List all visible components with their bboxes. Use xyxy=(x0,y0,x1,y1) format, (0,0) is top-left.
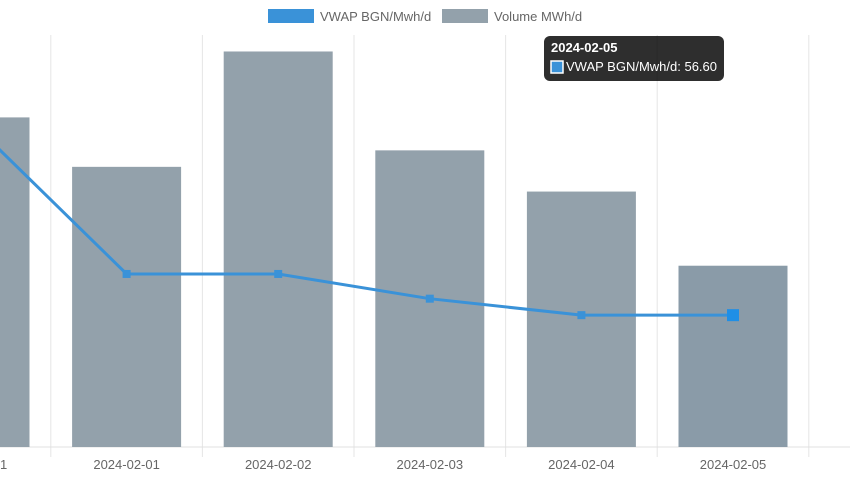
vwap-line-path xyxy=(0,148,733,317)
x-tick-label: 1 xyxy=(0,457,7,472)
tooltip-title: 2024-02-05 xyxy=(551,40,618,55)
bar-2024-02-05 xyxy=(678,265,788,447)
tooltip: 2024-02-05 VWAP BGN/Mwh/d: 56.60 xyxy=(544,36,724,81)
x-tick-label: 2024-02-01 xyxy=(93,457,160,472)
bar-2024-02-01 xyxy=(72,166,182,447)
legend: VWAP BGN/Mwh/d Volume MWh/d xyxy=(268,9,582,24)
bar-2024-02-02 xyxy=(223,51,333,447)
x-tick-label: 2024-02-02 xyxy=(245,457,312,472)
x-tick-label: 2024-02-03 xyxy=(397,457,464,472)
vwap-point-2024-02-03 xyxy=(425,294,434,303)
bar-2024-02-04 xyxy=(526,191,636,447)
tooltip-swatch xyxy=(550,60,564,74)
vwap-point-2024-02-02 xyxy=(274,269,283,278)
legend-swatch-vwap xyxy=(268,9,314,23)
legend-swatch-volume xyxy=(442,9,488,23)
bar-2024-01-31 xyxy=(0,117,30,448)
vwap-point-2024-02-04 xyxy=(577,311,586,320)
line-series-vwap xyxy=(0,148,739,322)
tooltip-box xyxy=(544,36,724,81)
vwap-point-2024-02-05 xyxy=(727,309,739,322)
bar-series-volume xyxy=(0,51,788,448)
tooltip-text: VWAP BGN/Mwh/d: 56.60 xyxy=(566,59,717,74)
x-tick-label: 2024-02-05 xyxy=(700,457,767,472)
vwap-point-2024-02-01 xyxy=(122,269,131,278)
x-tick-label: 2024-02-04 xyxy=(548,457,615,472)
legend-label-vwap: VWAP BGN/Mwh/d xyxy=(320,9,431,24)
legend-label-volume: Volume MWh/d xyxy=(494,9,582,24)
x-axis: 1 2024-02-01 2024-02-02 2024-02-03 2024-02-0… xyxy=(0,457,766,472)
